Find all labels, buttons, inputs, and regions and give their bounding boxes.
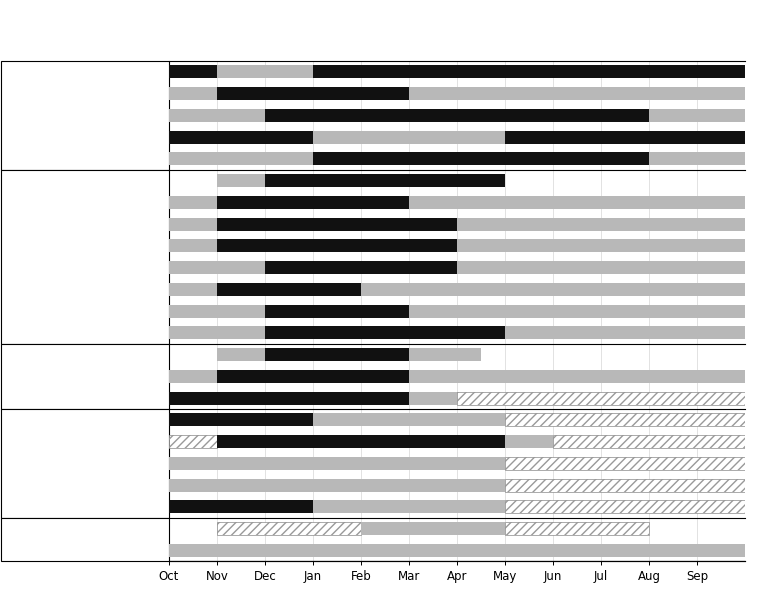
Bar [169,500,313,514]
Bar [169,457,505,470]
Bar [169,261,265,274]
Bar [217,522,361,535]
Bar [505,414,745,426]
Bar [505,435,553,448]
Bar [505,131,601,143]
Bar [313,131,505,143]
Bar [457,392,745,404]
Bar [169,435,217,448]
Bar [169,544,745,557]
Bar [217,196,409,209]
Bar [457,218,745,231]
Bar [169,414,313,426]
Bar [217,87,409,100]
Bar [505,479,745,492]
Bar [313,500,505,514]
Bar [169,131,313,143]
Bar [505,326,745,339]
Bar [313,152,649,165]
Bar [169,152,313,165]
Bar [217,348,265,361]
Bar [409,348,481,361]
Bar [1,518,169,561]
Bar [409,87,745,100]
Bar [265,109,649,122]
Bar [649,152,745,165]
Bar [169,435,217,448]
Bar [169,326,265,339]
Bar [1,409,169,518]
Bar [1,170,169,343]
Bar [649,109,745,122]
Bar [553,435,745,448]
Bar [217,370,409,383]
Bar [505,500,745,514]
Bar [265,261,457,274]
Bar [361,522,505,535]
Bar [457,239,745,253]
Bar [409,304,745,318]
Bar [169,304,265,318]
Bar [169,87,217,100]
Bar [217,239,457,253]
Bar [361,283,745,296]
Bar [169,370,217,383]
Bar [169,392,409,404]
Bar [505,414,745,426]
Bar [169,479,505,492]
Bar [505,457,745,470]
Bar [217,522,361,535]
Bar [169,239,217,253]
Bar [313,65,745,79]
Bar [265,304,409,318]
Bar [553,435,745,448]
Bar [505,522,649,535]
Bar [409,392,457,404]
Bar [505,500,745,514]
Bar [409,370,745,383]
Bar [169,218,217,231]
Bar [601,131,745,143]
Bar [505,522,649,535]
Bar [409,196,745,209]
Bar [217,283,361,296]
Bar [457,392,745,404]
Bar [505,457,745,470]
Bar [217,435,505,448]
Bar [265,174,505,187]
Bar [169,65,217,79]
Bar [169,283,217,296]
Bar [313,414,505,426]
Bar [457,261,745,274]
Bar [169,196,217,209]
Bar [1,61,169,170]
Bar [265,326,505,339]
Bar [169,109,265,122]
Bar [217,218,457,231]
Bar [1,343,169,409]
Bar [217,65,313,79]
Bar [265,348,409,361]
Bar [505,479,745,492]
Bar [217,174,265,187]
